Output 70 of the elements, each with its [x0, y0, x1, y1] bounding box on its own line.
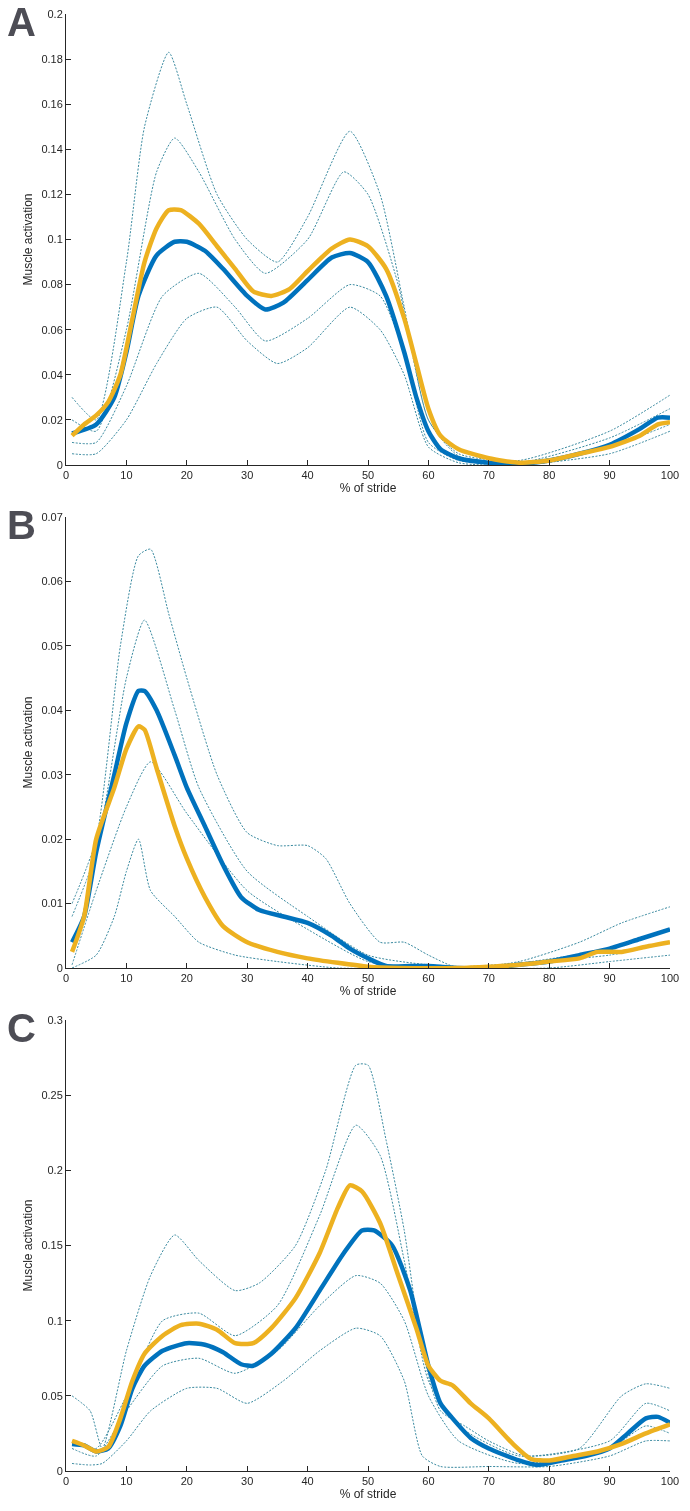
- line-series: [71, 548, 670, 968]
- y-tick-label: 0.06: [41, 575, 63, 588]
- x-tick-label: 20: [180, 972, 193, 985]
- y-tick-label: 0.02: [41, 832, 63, 845]
- x-tick-label: 10: [120, 972, 133, 985]
- x-tick-label: 10: [120, 469, 133, 482]
- x-tick-label: 80: [543, 1475, 556, 1488]
- x-tick-label: 90: [603, 1475, 616, 1488]
- x-tick-label: 30: [241, 1475, 254, 1488]
- y-tick-label: 0.06: [41, 323, 63, 336]
- y-tick-label: 0.18: [41, 52, 63, 65]
- chart-title: C: [6, 1005, 36, 1050]
- y-tick-label: 0.03: [41, 768, 63, 781]
- x-tick-label: 70: [482, 469, 495, 482]
- x-axis-title: % of stride: [339, 1487, 397, 1502]
- x-tick-label: 40: [301, 1475, 314, 1488]
- y-tick-label: 0.25: [41, 1089, 63, 1102]
- y-tick-label: 0.3: [47, 1013, 63, 1026]
- y-tick-label: 0.05: [41, 1389, 63, 1402]
- x-tick-label: 50: [361, 1475, 375, 1488]
- y-axis-title: Muscle activation: [20, 696, 35, 789]
- y-tick-label: 0.1: [47, 1314, 63, 1327]
- y-tick-label: 0.16: [41, 98, 63, 111]
- y-tick-label: 0: [56, 1464, 63, 1477]
- x-tick-label: 40: [301, 972, 314, 985]
- x-tick-label: 30: [241, 972, 254, 985]
- y-tick-label: 0.01: [41, 897, 63, 910]
- x-tick-label: 60: [422, 972, 435, 985]
- y-tick-label: 0.1: [47, 233, 63, 246]
- chart-title: A: [6, 0, 36, 44]
- line-series: [71, 51, 670, 462]
- y-tick-label: 0.05: [41, 639, 63, 652]
- x-tick-label: 90: [603, 972, 616, 985]
- y-tick-label: 0.04: [41, 368, 63, 381]
- x-tick-label: 70: [482, 1475, 495, 1488]
- x-tick-label: 100: [660, 972, 680, 985]
- x-tick-label: 60: [422, 1475, 435, 1488]
- y-tick-label: 0: [56, 458, 63, 471]
- y-tick-label: 0.02: [41, 413, 63, 426]
- line-series: [71, 838, 670, 968]
- x-tick-label: 100: [660, 1475, 680, 1488]
- x-tick-label: 90: [603, 469, 616, 482]
- y-tick-label: 0.15: [41, 1239, 63, 1252]
- y-tick-label: 0.12: [41, 188, 63, 201]
- y-tick-label: 0.07: [41, 510, 63, 523]
- x-axis-title: % of stride: [339, 481, 397, 496]
- y-tick-label: 0: [56, 961, 63, 974]
- y-tick-label: 0.2: [47, 1164, 63, 1177]
- chart-title: B: [6, 502, 36, 547]
- line-series: [69, 1183, 670, 1463]
- x-tick-label: 30: [241, 469, 254, 482]
- y-tick-label: 0.2: [47, 7, 63, 20]
- x-axis-title: % of stride: [339, 984, 397, 999]
- x-tick-label: 40: [301, 469, 314, 482]
- line-series: [71, 1327, 670, 1468]
- y-axis-title: Muscle activation: [20, 193, 35, 286]
- x-tick-label: 100: [660, 469, 680, 482]
- x-tick-label: 50: [361, 469, 375, 482]
- x-tick-label: 60: [422, 469, 435, 482]
- x-tick-label: 80: [543, 972, 556, 985]
- x-tick-label: 70: [482, 972, 495, 985]
- x-tick-label: 80: [543, 469, 556, 482]
- y-tick-label: 0.04: [41, 704, 63, 717]
- x-tick-label: 10: [120, 1475, 133, 1488]
- y-tick-label: 0.14: [41, 143, 63, 156]
- x-tick-label: 20: [180, 469, 193, 482]
- x-tick-label: 20: [180, 1475, 193, 1488]
- x-tick-label: 50: [361, 972, 375, 985]
- y-tick-label: 0.08: [41, 278, 63, 291]
- y-axis-title: Muscle activation: [20, 1199, 35, 1292]
